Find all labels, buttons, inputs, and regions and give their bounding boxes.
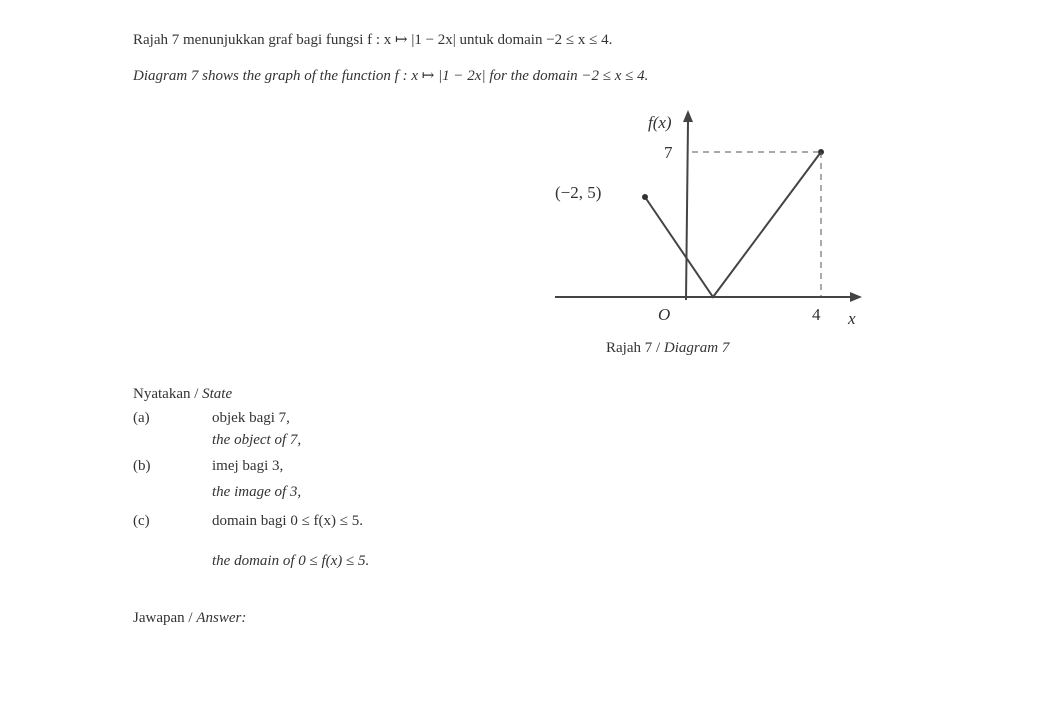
intro-en: Diagram 7 shows the graph of the functio… — [133, 68, 649, 84]
question-ms: objek bagi 7, — [212, 410, 290, 426]
endpoint — [642, 194, 648, 200]
intro-ms: Rajah 7 menunjukkan graf bagi fungsi f :… — [133, 32, 613, 48]
y-axis-label: f(x) — [648, 113, 672, 132]
x-mark: 4 — [812, 305, 821, 324]
question-en: the image of 3, — [212, 484, 302, 500]
instruction-en: State — [202, 386, 233, 402]
x-axis-label: x — [847, 309, 856, 328]
instruction: Nyatakan / State — [133, 386, 232, 403]
caption-ms: Rajah 7 / — [606, 340, 661, 356]
point-label: (−2, 5) — [555, 183, 601, 202]
question-label: (b) — [133, 458, 151, 474]
y-mark: 7 — [664, 143, 673, 162]
answer-en: Answer: — [196, 610, 247, 626]
question-label: (c) — [133, 513, 150, 529]
question-ms: domain bagi 0 ≤ f(x) ≤ 5. — [212, 513, 364, 529]
question-en: the domain of 0 ≤ f(x) ≤ 5. — [212, 553, 370, 569]
caption: Rajah 7 / Diagram 7 — [606, 340, 729, 357]
answer: Jawapan / Answer: — [133, 610, 246, 627]
y-arrow — [683, 110, 693, 122]
answer-ms: Jawapan / — [133, 610, 193, 626]
origin-label: O — [658, 305, 670, 324]
instruction-ms: Nyatakan / — [133, 386, 199, 402]
question-ms: imej bagi 3, — [212, 458, 284, 474]
graph — [644, 151, 822, 299]
question-en: the object of 7, — [212, 432, 302, 448]
y-axis — [685, 121, 689, 301]
question-label: (a) — [133, 410, 150, 426]
caption-en: Diagram 7 — [663, 340, 730, 356]
x-arrow — [850, 292, 862, 302]
